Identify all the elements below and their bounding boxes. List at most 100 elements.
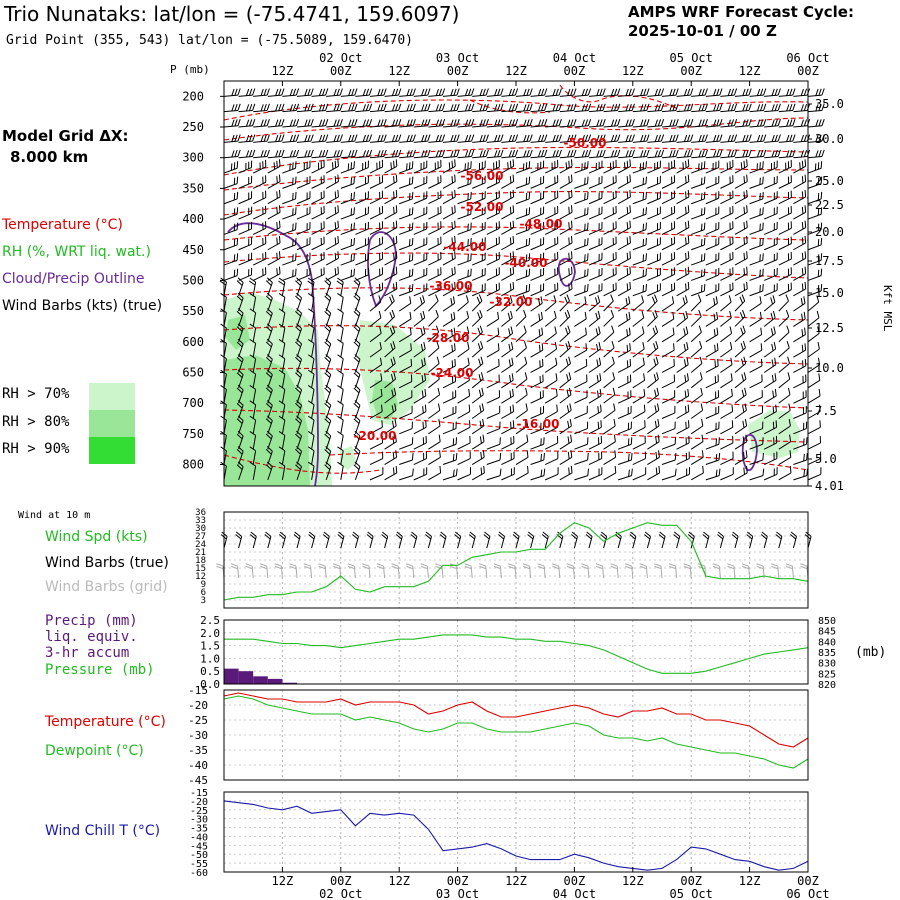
- upper-wind-barb: [421, 88, 425, 96]
- upper-wind-barb: [296, 213, 311, 220]
- upper-wind-barb: [296, 277, 302, 283]
- upper-wind-barb: [745, 88, 749, 96]
- upper-wind-barb: [468, 388, 471, 397]
- upper-wind-barb: [266, 277, 273, 283]
- upper-wind-barb: [483, 465, 485, 474]
- upper-wind-barb: [411, 452, 414, 461]
- upper-wind-barb: [683, 134, 688, 142]
- upper-wind-barb: [716, 119, 720, 127]
- upper-wind-barb: [435, 119, 439, 127]
- upper-wind-barb: [661, 459, 676, 465]
- upper-wind-barb: [296, 374, 303, 388]
- upper-wind-barb: [819, 404, 821, 412]
- upper-wind-barb: [354, 277, 361, 283]
- upper-wind-barb: [339, 134, 343, 142]
- upper-wind-barb: [530, 274, 544, 281]
- upper-wind-barb: [525, 387, 528, 395]
- upper-wind-barb: [353, 295, 360, 302]
- upper-wind-barb: [632, 379, 645, 389]
- upper-wind-barb: [570, 88, 574, 96]
- upper-wind-barb: [393, 372, 397, 380]
- upper-wind-barb: [528, 161, 531, 169]
- upper-wind-barb: [249, 308, 256, 314]
- upper-wind-barb: [295, 161, 297, 169]
- upper-wind-barb: [749, 275, 763, 281]
- upper-wind-barb: [745, 450, 748, 458]
- upper-wind-barb: [570, 119, 574, 127]
- upper-wind-barb: [442, 165, 456, 174]
- upper-wind-barb: [793, 412, 807, 419]
- upper-wind-barb: [384, 347, 396, 358]
- upper-wind-barb: [787, 372, 791, 380]
- upper-wind-barb: [471, 88, 475, 96]
- upper-wind-barb: [339, 149, 343, 157]
- upper-wind-barb: [391, 104, 396, 112]
- upper-wind-barb: [472, 155, 487, 159]
- temperature-contour: [223, 325, 809, 365]
- upper-wind-barb: [350, 162, 353, 170]
- upper-wind-barb: [424, 103, 428, 111]
- upper-wind-barb: [672, 149, 676, 157]
- upper-wind-barb: [645, 207, 647, 215]
- upper-wind-barb: [815, 119, 819, 127]
- surface-wind-barb-true: [542, 531, 549, 537]
- upper-wind-barb: [749, 109, 764, 113]
- surface-wind-barb-grid: [683, 563, 691, 567]
- upper-wind-barb: [748, 149, 752, 157]
- upper-wind-barb: [428, 456, 441, 465]
- upper-wind-barb: [815, 134, 819, 142]
- surface-wind-barb-grid: [587, 566, 590, 579]
- upper-wind-barb: [377, 104, 381, 112]
- upper-wind-barb: [730, 134, 735, 142]
- upper-wind-barb: [295, 88, 300, 96]
- upper-wind-barb: [325, 338, 332, 345]
- upper-wind-barb: [734, 94, 749, 97]
- upper-wind-barb: [690, 378, 703, 389]
- upper-wind-barb: [703, 283, 706, 292]
- upper-wind-barb: [632, 94, 647, 97]
- upper-wind-barb: [295, 449, 301, 455]
- upper-wind-barb: [793, 273, 806, 281]
- upper-wind-barb: [525, 162, 528, 170]
- upper-wind-barb: [596, 88, 600, 96]
- upper-wind-barb: [266, 354, 273, 360]
- surface-wind-barb-true: [439, 534, 446, 540]
- upper-wind-barb: [631, 468, 633, 476]
- wind-tick-label: 18: [195, 556, 206, 566]
- upper-wind-barb: [467, 208, 469, 216]
- upper-wind-barb: [749, 412, 763, 419]
- upper-wind-barb: [676, 165, 690, 174]
- upper-wind-barb: [236, 326, 243, 332]
- upper-wind-barb: [380, 373, 383, 381]
- upper-wind-barb: [369, 411, 383, 419]
- upper-wind-barb: [252, 281, 257, 296]
- upper-wind-barb: [276, 222, 278, 230]
- upper-wind-barb: [647, 456, 660, 465]
- upper-wind-barb: [399, 428, 413, 435]
- upper-wind-barb: [716, 343, 719, 351]
- upper-wind-barb: [804, 235, 807, 244]
- upper-wind-barb: [599, 119, 603, 127]
- upper-wind-barb: [472, 140, 487, 143]
- surface-wind-barb-true: [249, 534, 256, 540]
- upper-wind-barb: [413, 274, 427, 281]
- upper-wind-barb: [545, 125, 560, 128]
- upper-wind-barb: [471, 425, 485, 435]
- surface-wind-barb-true: [600, 534, 607, 540]
- upper-wind-barb: [661, 125, 676, 128]
- upper-wind-barb: [265, 449, 272, 455]
- surface-wind-barb-true: [673, 534, 680, 540]
- upper-wind-barb: [468, 119, 472, 127]
- upper-wind-barb: [704, 103, 708, 111]
- upper-wind-barb: [645, 191, 647, 199]
- upper-wind-barb: [792, 119, 796, 126]
- upper-wind-barb: [406, 134, 410, 142]
- upper-wind-barb: [336, 88, 340, 96]
- surface-wind-barb-true: [688, 531, 695, 537]
- upper-wind-barb: [365, 119, 370, 127]
- upper-wind-barb: [450, 298, 453, 306]
- upper-wind-barb: [584, 88, 589, 96]
- upper-wind-barb: [617, 365, 631, 373]
- upper-wind-barb: [485, 149, 489, 157]
- upper-wind-barb: [588, 109, 603, 113]
